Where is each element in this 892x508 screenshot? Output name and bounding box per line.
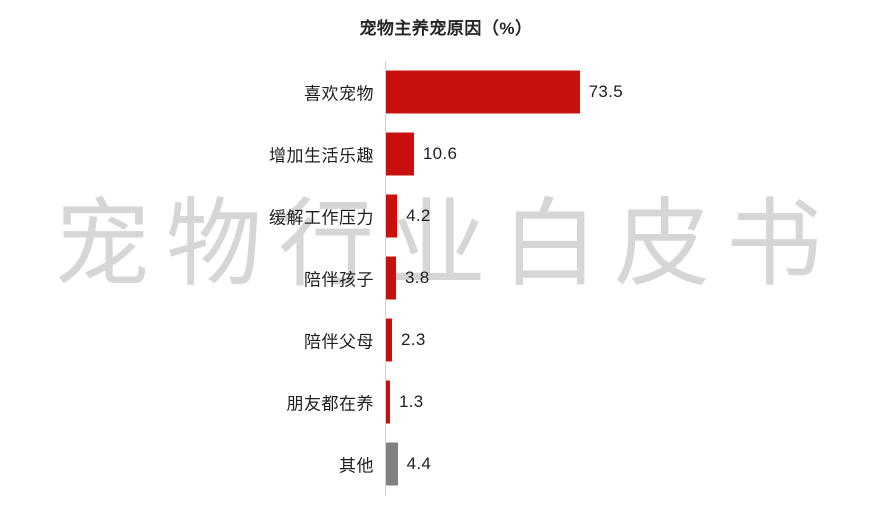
value-label: 4.2	[406, 206, 431, 225]
bar-row: 陪伴父母 2.3	[0, 309, 892, 371]
value-label: 1.3	[399, 392, 424, 411]
category-label: 缓解工作压力	[269, 208, 374, 228]
bar-朋友都在养[interactable]	[386, 380, 390, 424]
value-label: 3.8	[405, 268, 430, 287]
bar-陪伴父母[interactable]	[386, 318, 393, 362]
bar-row: 增加生活乐趣 10.6	[0, 123, 892, 185]
value-label: 73.5	[588, 82, 623, 101]
bar-row: 陪伴孩子 3.8	[0, 247, 892, 309]
bar-row: 缓解工作压力 4.2	[0, 185, 892, 247]
value-label: 10.6	[422, 144, 458, 163]
category-label: 陪伴父母	[304, 332, 374, 352]
chart-title: 宠物主养宠原因（%）	[359, 19, 533, 38]
bar-陪伴孩子[interactable]	[386, 256, 396, 300]
category-label: 朋友都在养	[286, 394, 374, 414]
bar-row: 喜欢宠物 73.5	[0, 61, 892, 123]
plot-area: 喜欢宠物 73.5 增加生活乐趣 10.6 缓解工作压力 4.2 陪伴孩子 3.8 陪伴父母 2.…	[0, 56, 892, 501]
category-label: 喜欢宠物	[304, 84, 374, 104]
bar-row: 朋友都在养 1.3	[0, 371, 892, 433]
value-label: 2.3	[401, 330, 426, 349]
category-label: 陪伴孩子	[304, 270, 374, 290]
category-label: 增加生活乐趣	[269, 146, 374, 166]
bar-喜欢宠物[interactable]	[386, 70, 580, 114]
bar-row: 其他 4.4	[0, 433, 892, 495]
bar-缓解工作压力[interactable]	[386, 194, 398, 238]
bar-增加生活乐趣[interactable]	[386, 132, 414, 176]
category-label: 其他	[339, 456, 374, 476]
bar-其他[interactable]	[386, 442, 398, 486]
value-label: 4.4	[406, 454, 432, 473]
value-axis-line	[385, 61, 386, 496]
